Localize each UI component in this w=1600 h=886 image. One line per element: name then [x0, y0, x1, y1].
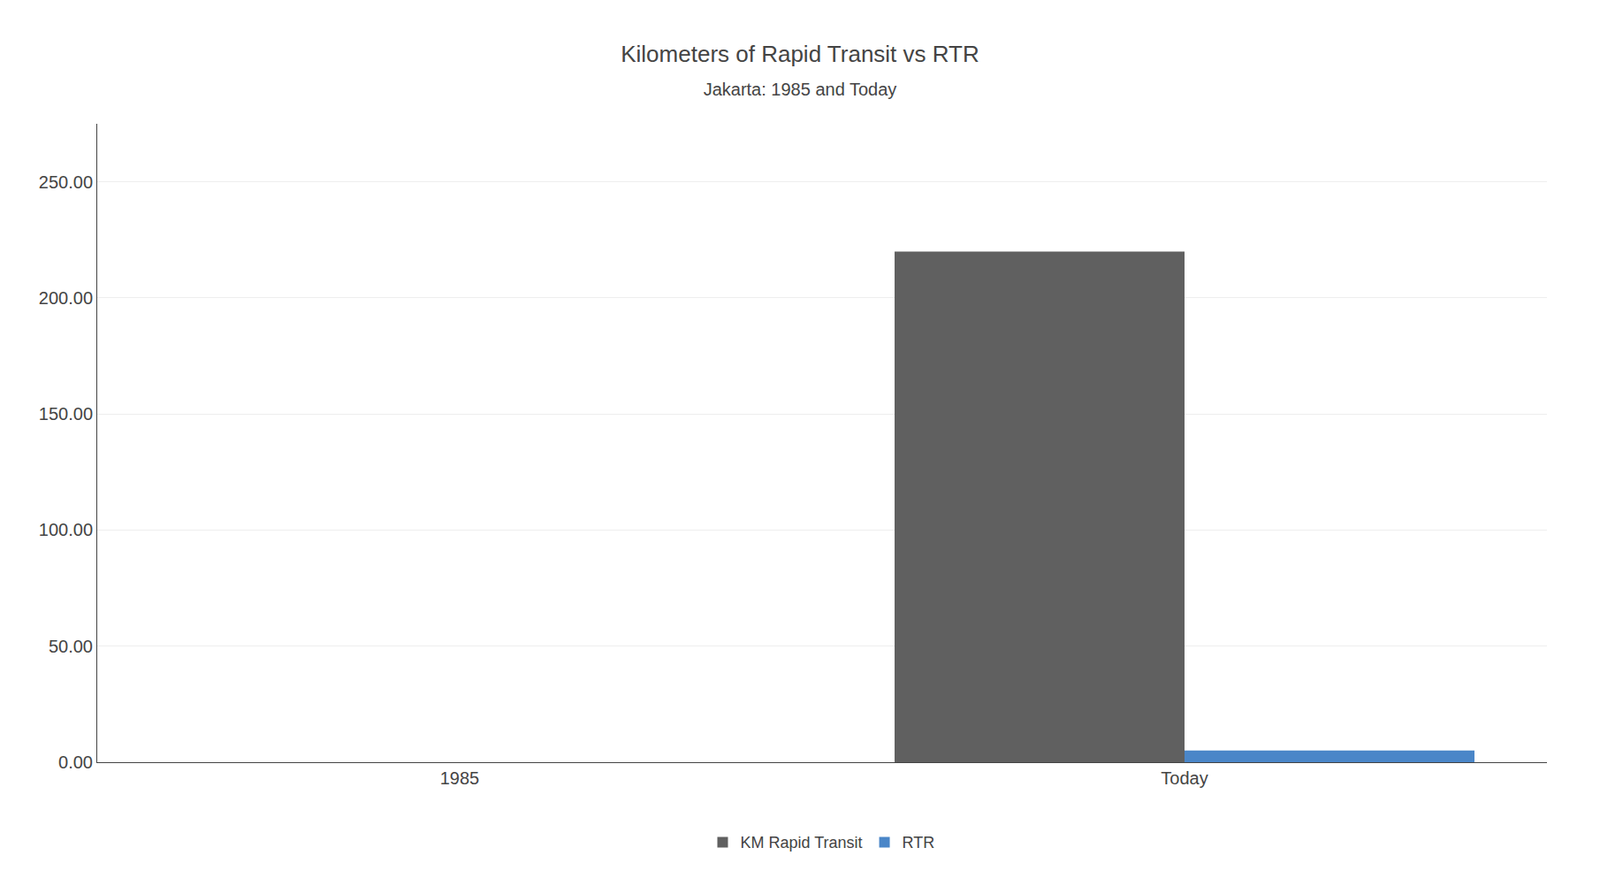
- svg-text:0.00: 0.00: [58, 752, 93, 772]
- svg-text:50.00: 50.00: [48, 636, 93, 656]
- svg-text:Jakarta: 1985 and Today: Jakarta: 1985 and Today: [703, 79, 898, 100]
- svg-text:KM Rapid Transit: KM Rapid Transit: [740, 833, 863, 852]
- svg-text:250.00: 250.00: [38, 172, 93, 192]
- svg-text:200.00: 200.00: [38, 288, 93, 308]
- svg-text:150.00: 150.00: [38, 403, 93, 424]
- svg-text:RTR: RTR: [902, 833, 936, 852]
- svg-text:1985: 1985: [440, 768, 480, 788]
- svg-text:Today: Today: [1160, 768, 1208, 788]
- svg-text:100.00: 100.00: [38, 519, 93, 540]
- svg-text:Kilometers of Rapid Transit vs: Kilometers of Rapid Transit vs RTR: [620, 40, 980, 68]
